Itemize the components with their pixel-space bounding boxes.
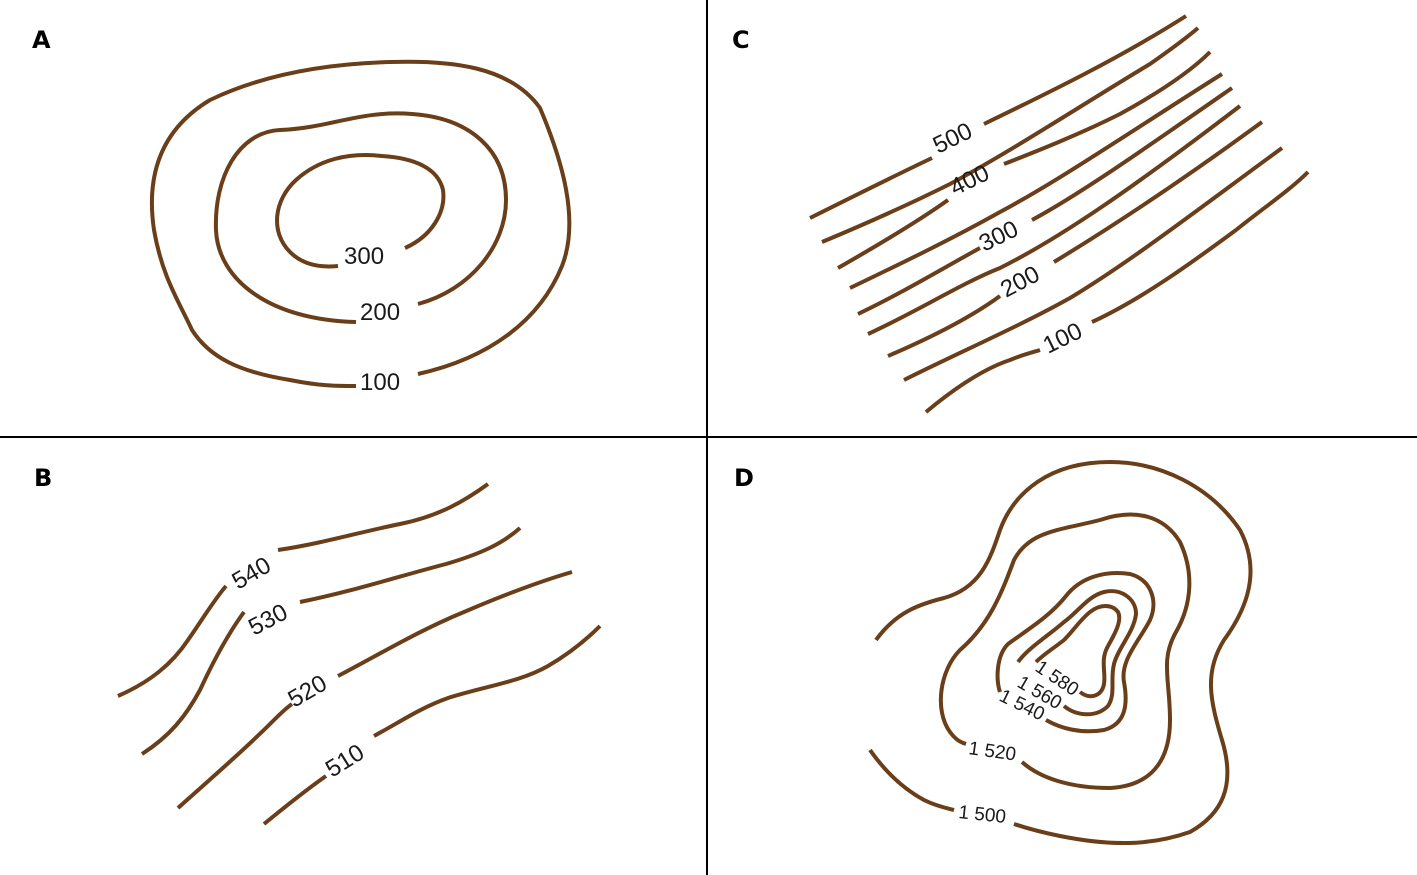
panel-c-contour-100-right [1091,170,1310,324]
panel-c-contour-500 [809,156,933,220]
panel-b-contour-510-right [373,624,602,738]
panel-b-contour-540-right [277,482,490,552]
panel-c-contour-300 [857,246,981,316]
panel-b-contour-520 [176,702,294,810]
panel-c-contour-150 [903,146,1284,382]
panel-c-contour-200-right [1052,120,1264,264]
panel-c-contour-500-right [983,14,1188,126]
panel-d-contour-1580 [1034,604,1122,699]
panel-c-contour-450 [821,26,1200,244]
panel-d: D 1 580 1 560 1 540 1 520 1 500 [734,460,1253,846]
panel-d-contour-1520 [938,512,1192,790]
panel-b-contour-510 [262,774,328,826]
panel-d-label-1500: 1 500 [957,802,1006,828]
panel-b-label-540: 540 [228,552,276,595]
panel-a-contour-200 [213,111,508,324]
panel-b-label-530: 530 [244,599,292,642]
panel-a-contour-100 [149,59,572,388]
panel-b-contour-530-right [299,526,522,604]
panel-a-label-100: 100 [360,369,400,396]
panel-d-contour-1500 [874,460,1253,846]
panel-c-contour-400 [837,198,950,270]
panel-d-contour-1540 [995,571,1156,734]
panel-c-label-400: 400 [946,160,994,202]
panel-d-label-1520: 1 520 [967,738,1017,765]
panel-c-contour-400-right [1003,50,1212,166]
panel-b-contour-520-right [337,570,573,678]
panel-c-contour-300-right [1031,86,1234,222]
panel-b-contour-540 [117,584,228,698]
panel-d-letter: D [734,464,754,492]
panel-c-label-500: 500 [929,118,977,160]
panel-d-contour-1560 [1016,589,1138,717]
panel-a-contour-300 [275,153,446,269]
panel-c-letter: C [732,26,750,54]
panel-d-contour-1500-left [868,748,955,812]
panel-a-label-300: 300 [344,243,384,270]
panel-a-label-200: 200 [360,299,400,326]
panel-c-contour-200 [887,294,1002,358]
panel-c-contour-350 [849,72,1224,290]
panel-c-contour-250 [867,104,1242,336]
panel-a: A 300 200 100 [32,26,572,396]
panel-b-label-510: 510 [321,739,369,783]
panel-a-letter: A [32,26,51,54]
panel-b: B 540 530 520 510 [34,464,602,826]
panel-b-letter: B [34,464,52,492]
panel-c-contour-100 [924,348,1041,414]
panel-b-contour-530 [140,610,246,756]
panel-c: C 500 400 300 200 100 [732,14,1310,414]
panel-c-label-100: 100 [1039,318,1087,360]
